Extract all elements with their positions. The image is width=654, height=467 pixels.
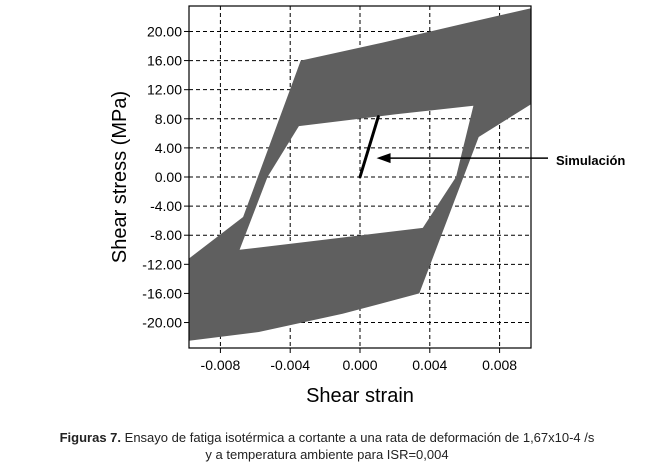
annotation-arrow (376, 153, 548, 164)
annotation-simulacion: Simulación (556, 153, 625, 168)
y-tick-label: -8.00 (150, 227, 182, 243)
y-tick-label: 8.00 (155, 111, 182, 127)
annotation-arrow-head (376, 153, 391, 164)
y-tick-label: 16.00 (147, 53, 182, 69)
x-tick-label: -0.004 (270, 357, 310, 373)
x-tick-label: 0.000 (342, 357, 377, 373)
axis-ticks (184, 30, 501, 353)
x-tick-label: 0.008 (482, 357, 517, 373)
x-tick-label: -0.008 (201, 357, 241, 373)
x-axis-label: Shear strain (306, 385, 414, 407)
figure-caption: Figuras 7. Ensayo de fatiga isotérmica a… (0, 429, 654, 463)
y-tick-label: 4.00 (155, 140, 182, 156)
y-tick-labels: 20.00 16.00 12.00 8.00 4.00 0.00 -4.00 -8.00 -12… (142, 23, 182, 330)
caption-line-1: Figuras 7. Ensayo de fatiga isotérmica a… (0, 429, 654, 446)
simulation-line (358, 115, 380, 179)
hysteresis-chart: Simulación Shear strain Shear stress (MP… (109, 5, 625, 407)
caption-label: Figuras 7. (59, 430, 122, 445)
y-tick-label: 20.00 (147, 23, 182, 39)
x-tick-labels: -0.008 -0.004 0.000 0.004 0.008 (201, 357, 518, 373)
x-tick-label: 0.004 (412, 357, 447, 373)
plot-frame (188, 5, 532, 349)
y-tick-label: -12.00 (142, 256, 182, 272)
y-tick-label: 12.00 (147, 82, 182, 98)
y-tick-label: -16.00 (142, 285, 182, 301)
y-axis-label: Shear stress (MPa) (109, 91, 131, 263)
y-tick-label: 0.00 (155, 169, 182, 185)
caption-text-1: Ensayo de fatiga isotérmica a cortante a… (124, 430, 595, 445)
y-tick-label: -4.00 (150, 198, 182, 214)
hysteresis-band (189, 8, 531, 341)
y-tick-label: -20.00 (142, 315, 182, 331)
caption-line-2: y a temperatura ambiente para ISR=0,004 (205, 447, 449, 462)
